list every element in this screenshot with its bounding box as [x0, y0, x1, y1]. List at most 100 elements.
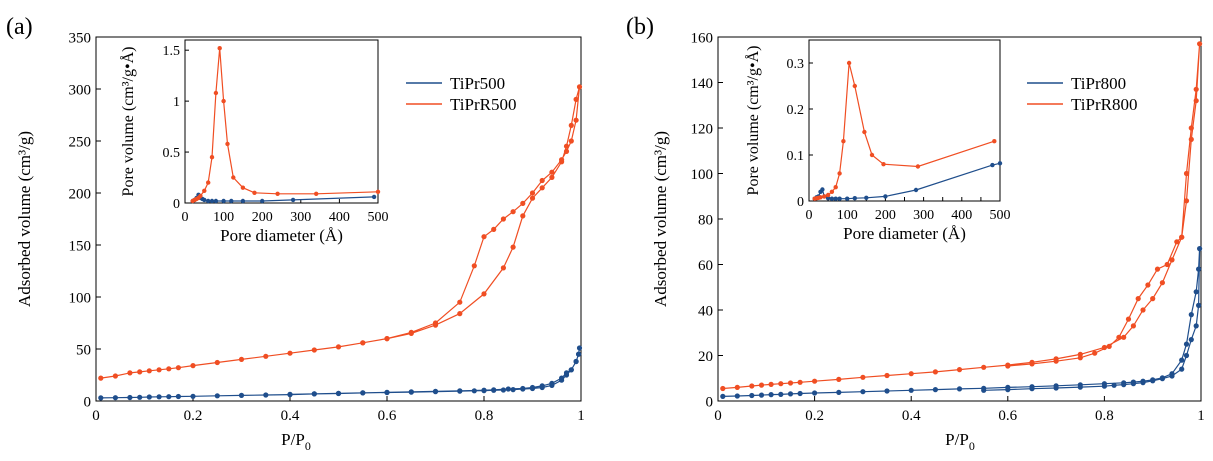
- panel-a-inset-tipr500-point: [260, 198, 265, 204]
- panel-a-tiprr500-point: [166, 366, 172, 372]
- panel-a-tiprr500-point: [432, 320, 439, 326]
- panel-b-x-tick-label: 1: [1197, 408, 1205, 424]
- panel-b-tipr800-point: [836, 389, 842, 395]
- panel-a-tipr500-point: [491, 387, 497, 393]
- panel-b-tiprr800-point: [1101, 344, 1107, 351]
- panel-b-tipr800-point: [956, 386, 963, 392]
- panel-b-x-tick-label: 0.6: [998, 408, 1017, 424]
- panel-a-tiprr500-point: [98, 375, 104, 381]
- panel-a-tipr500-point: [98, 395, 104, 401]
- panel-a-tiprr500-point: [384, 336, 390, 342]
- panel-a-tipr500-point: [549, 380, 555, 386]
- panel-b-tiprr800-point: [932, 369, 939, 375]
- panel-a-tipr500-point: [137, 394, 143, 400]
- panel-b-tiprr800-point: [720, 385, 726, 392]
- panel-a-inset-y-axis-label: Pore volume (cm³/g•Å): [119, 47, 137, 197]
- panel-b-tiprr800-point: [1116, 334, 1122, 340]
- panel-b-tipr800-point: [1196, 266, 1202, 272]
- panel-b-tipr800-point: [1077, 384, 1083, 390]
- panel-b-x-tick-label: 0.8: [1095, 408, 1114, 424]
- panel-b-legend-label: TiPrR800: [1071, 95, 1137, 114]
- panel-b-tipr800-point: [1196, 302, 1202, 308]
- panel-a-inset-frame: [184, 39, 379, 204]
- panel-b-tipr800-point: [1188, 312, 1194, 318]
- panel-b-tiprr800-point: [1183, 198, 1190, 204]
- panel-a-tipr500-point: [360, 390, 366, 396]
- panel-a-tipr500-point: [263, 392, 269, 398]
- panel-b-tipr800-point: [1197, 246, 1203, 252]
- panel-b-y-tick-label: 80: [698, 212, 713, 228]
- panel-a-tiprr500-point: [360, 340, 366, 346]
- panel-b: (b) Adsorbed volume (cm³/g) P/P0 0 0.2 0.4…: [626, 14, 1205, 453]
- panel-b-tiprr800-point: [956, 367, 963, 373]
- panel-a-y-tick-label: 350: [69, 30, 92, 46]
- panel-a-inset-x-tick-label: 500: [368, 210, 389, 225]
- panel-a-inset-y-tick-label: 1.5: [163, 44, 181, 59]
- panel-b-inset-tiprr800-point: [992, 139, 997, 144]
- panel-a-tiprr500-point: [263, 353, 269, 359]
- panel-b-inset-tiprr800-point: [846, 60, 852, 66]
- panel-a-tipr500-point: [112, 395, 118, 401]
- panel-a-inset-x-tick-label: 400: [329, 210, 350, 225]
- panel-b-y-axis-label: Adsorbed volume (cm³/g): [651, 131, 670, 307]
- panel-b-tipr800-point: [787, 391, 794, 397]
- panel-a-legend: TiPr500 TiPrR500: [406, 74, 516, 114]
- panel-b-tiprr800-point: [1140, 307, 1146, 313]
- panel-a-tiprr500-point: [576, 84, 583, 90]
- panel-b-tipr800-point: [1101, 383, 1107, 389]
- panel-a-tipr500-point: [510, 387, 516, 393]
- panel-a-tipr500-point: [127, 394, 133, 401]
- panel-b-tipr800-point: [749, 392, 755, 399]
- panel-a-inset-tiprr500-point: [240, 185, 246, 190]
- panel-a-tiprr500-point: [127, 370, 133, 376]
- panel-b-tipr800-point: [778, 391, 784, 397]
- panel-b-tipr800-point: [1193, 323, 1199, 329]
- panel-a-series: [98, 84, 583, 401]
- panel-a-inset-tiprr500-point: [202, 188, 207, 193]
- panel-b-tipr800-point: [1179, 357, 1185, 363]
- panel-a-tipr500-point: [573, 358, 579, 365]
- panel-b-tipr800-point: [1188, 337, 1194, 343]
- panel-a-tiprr500-point: [481, 234, 487, 240]
- panel-b-y-tick-label: 140: [691, 76, 714, 92]
- panel-b-tiprr800-point: [860, 374, 866, 380]
- panel-a-tiprr500-point: [408, 329, 414, 335]
- panel-a-x-tick-label: 0.8: [475, 408, 494, 424]
- panel-b-inset-tiprr800-point: [818, 195, 823, 200]
- panel-a-tiprr500-point: [563, 143, 570, 149]
- panel-b-tiprr800-point: [734, 384, 740, 390]
- panel-b-inset-x-tick-label: 100: [837, 208, 858, 223]
- panel-b-tipr800-point: [981, 387, 987, 393]
- panel-a-tipr500-point: [568, 367, 574, 373]
- panel-b-tipr800-point: [860, 389, 866, 395]
- panel-b-x-tick-label: 0: [714, 408, 722, 424]
- panel-a-tiprr500-point: [238, 356, 245, 362]
- panel-a-inset: 0 100 200 300 400 500 0 0.5 1 1.5 Pore diameter (Å…: [119, 39, 389, 245]
- panel-b-legend: TiPr800 TiPrR800: [1027, 74, 1137, 114]
- panel-a-tiprr500-point: [137, 369, 143, 375]
- panel-a-inset-tiprr500-point: [275, 191, 280, 196]
- panel-a-label: (a): [6, 14, 33, 40]
- panel-b-tipr800-point: [1121, 382, 1127, 388]
- panel-a-x-tick-label: 0.2: [184, 408, 203, 424]
- panel-a-y-tick-label: 0: [84, 394, 92, 410]
- panel-b-y-tick-label: 40: [698, 303, 713, 319]
- panel-a-tiprr500-point: [112, 373, 118, 379]
- panel-b-tiprr800-point: [797, 379, 803, 385]
- panel-a-tiprr500-point: [146, 368, 152, 374]
- panel-a-legend-label: TiPr500: [450, 74, 505, 93]
- panel-b-tiprr800-point: [884, 372, 890, 379]
- panel-a-tipr500-point: [384, 389, 390, 395]
- panel-a-tipr500-point: [563, 370, 570, 376]
- panel-b-tipr800-point: [1183, 341, 1190, 347]
- panel-a-tipr500-point: [457, 388, 463, 394]
- panel-a-frame: [95, 36, 582, 402]
- panel-b-label: (b): [626, 14, 654, 40]
- panel-b-y-tick-label: 120: [691, 121, 714, 137]
- panel-b-tiprr800-point: [787, 380, 794, 386]
- panel-a-tipr500-point: [156, 394, 162, 400]
- panel-b-inset-tiprr800-point: [869, 152, 875, 158]
- panel-a-tiprr500-point: [559, 157, 565, 163]
- panel-a-inset-x-axis-label: Pore diameter (Å): [220, 226, 343, 245]
- panel-b-tiprr800-point: [1029, 361, 1035, 367]
